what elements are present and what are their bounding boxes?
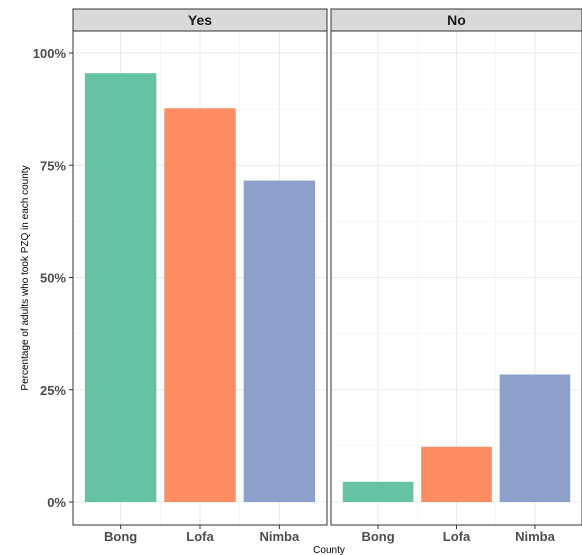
bar-no-lofa <box>421 446 492 502</box>
x-tick-label: Lofa <box>443 529 471 544</box>
facet-label: No <box>447 12 466 28</box>
y-tick-label: 0% <box>47 495 66 510</box>
bar-no-bong <box>342 481 414 502</box>
y-tick-label: 75% <box>40 158 66 173</box>
facet-label: Yes <box>188 12 212 28</box>
y-tick-label: 25% <box>40 383 66 398</box>
x-tick-label: Bong <box>361 529 394 544</box>
bar-yes-bong <box>84 73 157 502</box>
bar-yes-nimba <box>243 180 316 503</box>
y-tick-label: 50% <box>40 271 66 286</box>
x-tick-label: Bong <box>104 529 137 544</box>
y-axis-title: Percentage of adults who took PZQ in eac… <box>20 165 31 390</box>
bar-yes-lofa <box>164 108 236 503</box>
x-tick-label: Nimba <box>515 529 556 544</box>
bar-no-nimba <box>499 374 571 502</box>
x-tick-label: Lofa <box>186 529 214 544</box>
x-axis-title: County <box>313 545 345 555</box>
y-tick-label: 100% <box>33 46 67 61</box>
x-tick-label: Nimba <box>260 529 301 544</box>
